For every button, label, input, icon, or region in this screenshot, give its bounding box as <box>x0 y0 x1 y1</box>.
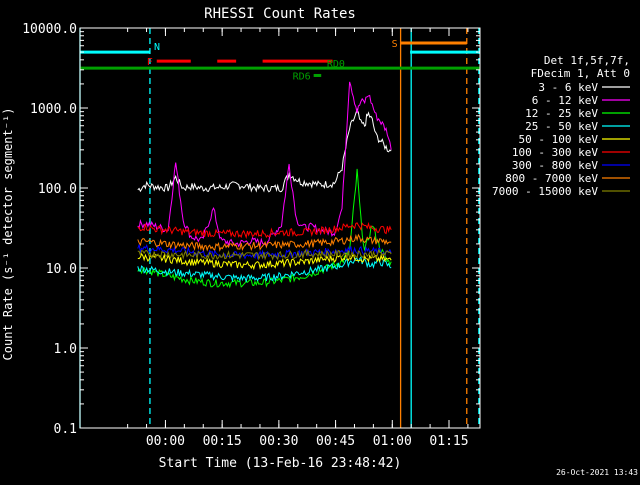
render-timestamp: 26-Oct-2021 13:43 <box>556 468 638 477</box>
y-tick-label-2: 10.0 <box>46 262 77 277</box>
legend-header-line-1: Det 1f,5f,7f, <box>544 54 630 67</box>
legend-label-2: 12 - 25 keV <box>525 107 598 120</box>
legend-label-1: 6 - 12 keV <box>532 94 599 107</box>
series-line-0 <box>137 108 392 193</box>
legend-label-3: 25 - 50 keV <box>525 120 598 133</box>
series-line-1 <box>137 81 392 248</box>
flag-label-f: F <box>147 57 153 68</box>
legend-label-6: 300 - 800 keV <box>512 159 598 172</box>
flag-label-s: S <box>392 39 398 50</box>
series-line-7 <box>137 233 392 252</box>
x-tick-label-1: 00:15 <box>203 434 242 449</box>
x-tick-label-3: 00:45 <box>316 434 355 449</box>
y-axis-label: Count Rate (s⁻¹ detector segment⁻¹) <box>1 108 15 361</box>
series-line-8 <box>137 248 392 261</box>
y-tick-label-3: 100.0 <box>38 182 77 197</box>
legend-label-0: 3 - 6 keV <box>538 81 598 94</box>
y-tick-label-4: 1000.0 <box>30 102 77 117</box>
series-line-5 <box>137 221 392 240</box>
series-line-3 <box>137 255 392 283</box>
flag-label-n: N <box>154 42 160 53</box>
flag-label-rd0: RD0 <box>327 59 345 70</box>
series-line-4 <box>137 251 392 271</box>
x-tick-label-4: 01:00 <box>373 434 412 449</box>
legend-label-8: 7000 - 15000 keV <box>492 185 598 198</box>
y-tick-label-0: 0.1 <box>54 422 77 437</box>
y-tick-label-5: 10000.0 <box>22 22 77 37</box>
legend-header-line-2: FDecim 1, Att 0 <box>531 67 630 80</box>
legend-label-4: 50 - 100 keV <box>519 133 599 146</box>
legend-label-7: 800 - 7000 keV <box>505 172 598 185</box>
legend-label-5: 100 - 300 keV <box>512 146 598 159</box>
chart-title: RHESSI Count Rates <box>204 6 356 22</box>
plot-frame <box>79 27 481 429</box>
x-axis-label: Start Time (13-Feb-16 23:48:42) <box>159 456 402 471</box>
flag-label-rd6: RD6 <box>293 71 311 82</box>
x-tick-label-2: 00:30 <box>259 434 298 449</box>
x-tick-label-0: 00:00 <box>146 434 185 449</box>
y-tick-label-1: 1.0 <box>54 342 77 357</box>
x-tick-label-5: 01:15 <box>429 434 468 449</box>
